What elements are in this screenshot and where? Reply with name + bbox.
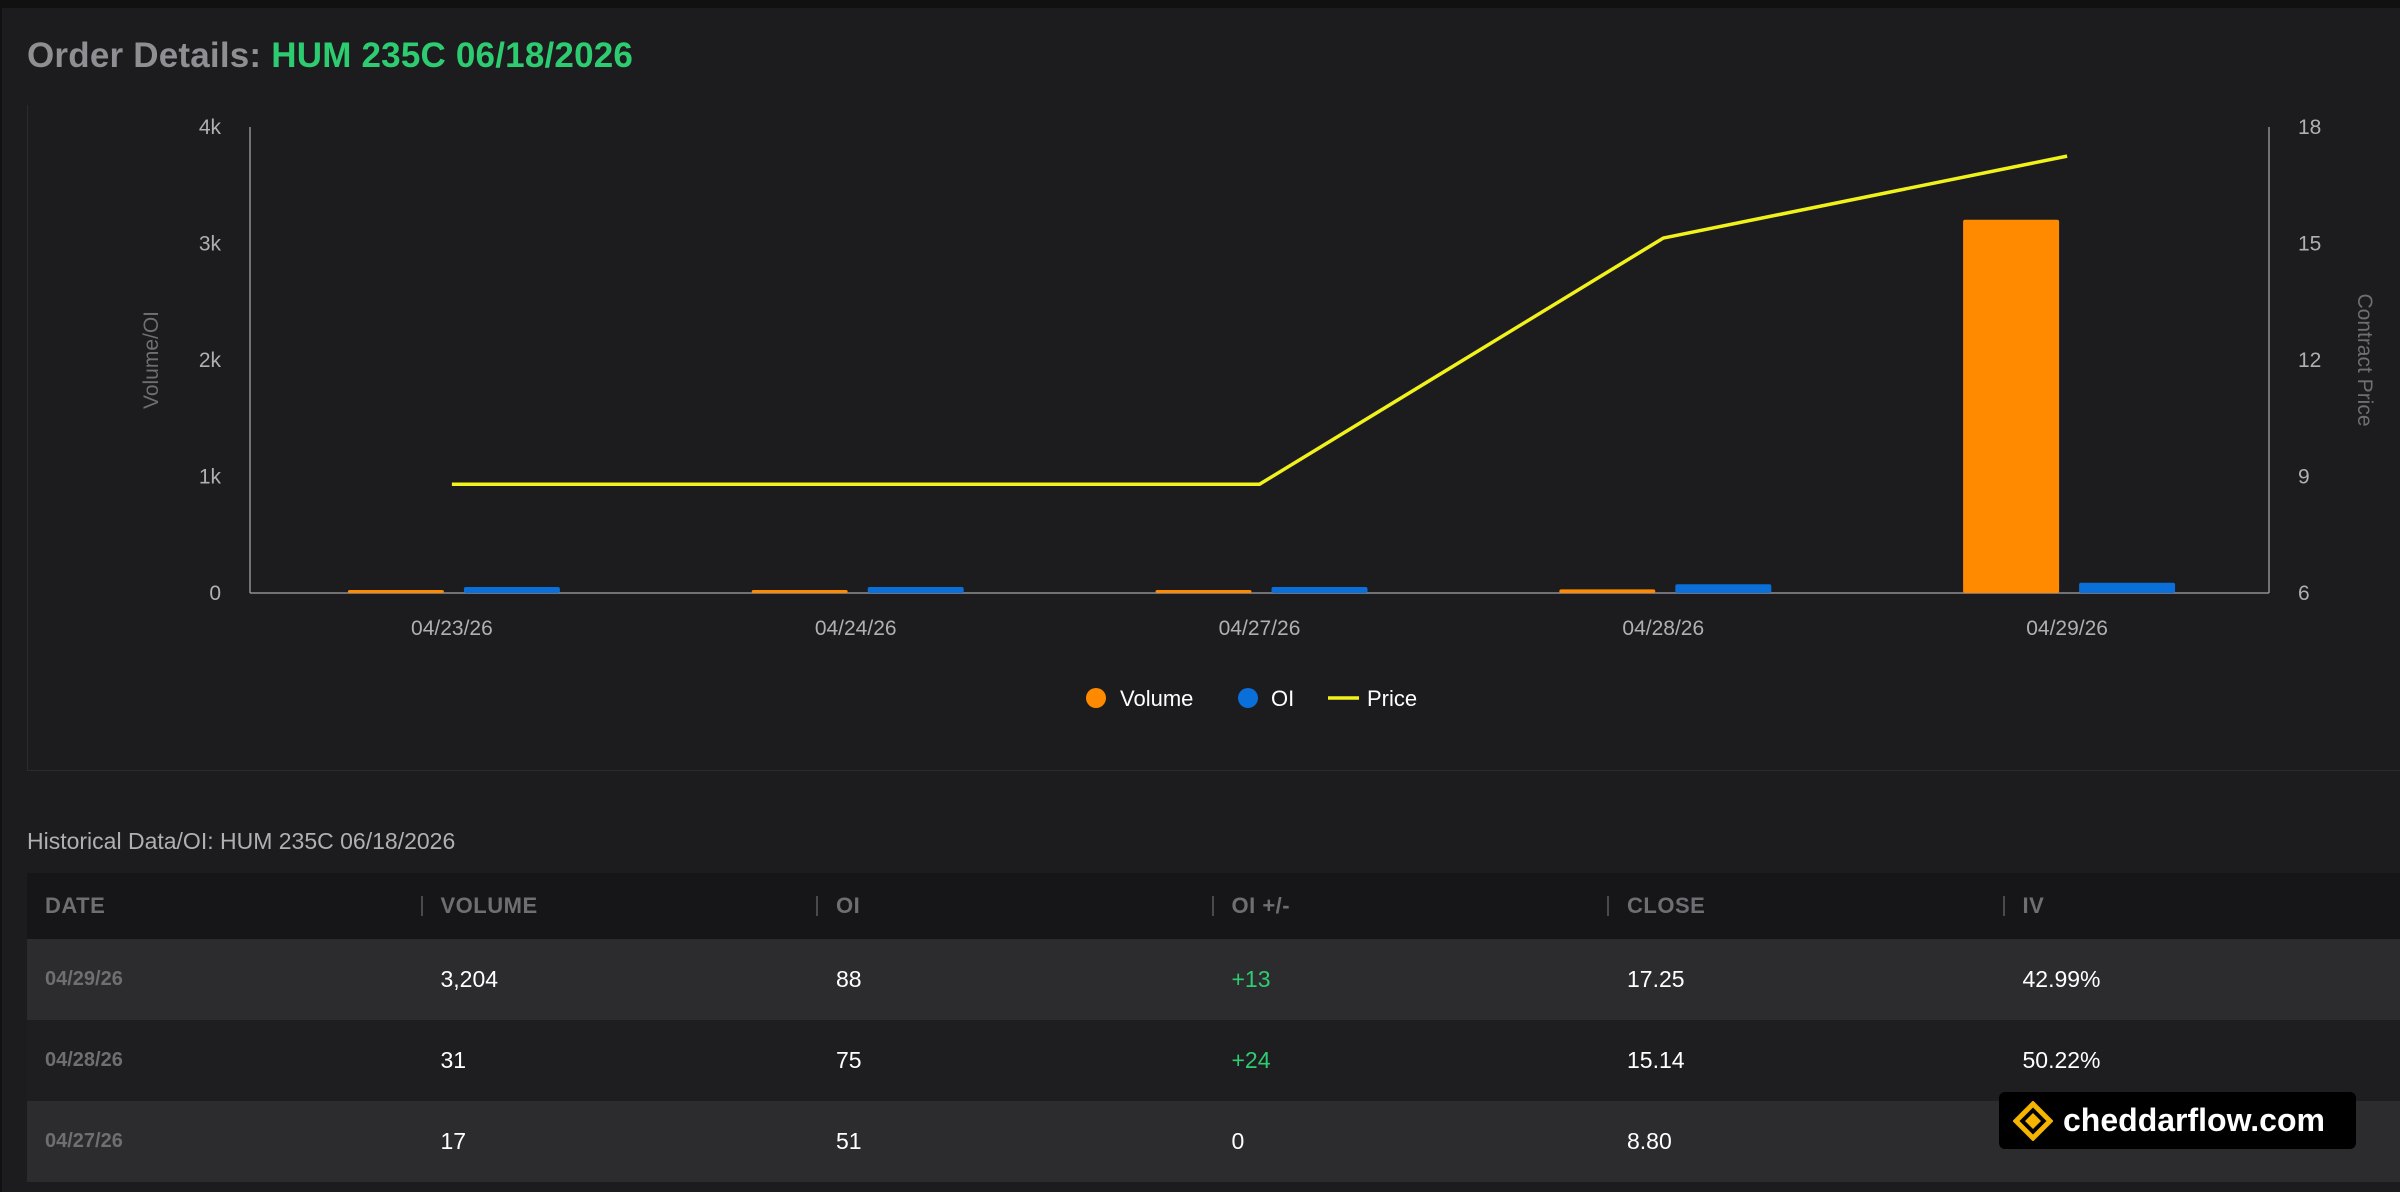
x-tick-label: 04/23/26 [411, 617, 493, 640]
y-tick-label: 2k [199, 349, 222, 372]
page-title-label: Order Details: [27, 36, 262, 75]
column-separator [1211, 896, 1214, 916]
legend-oi-marker [1238, 688, 1258, 708]
volume-bar [1559, 589, 1656, 593]
y-axis-title: Volume/OI [140, 311, 163, 409]
cell-volume: 31 [440, 1047, 467, 1073]
cell-oi: 51 [836, 1128, 862, 1154]
volume-bar [1963, 219, 2060, 593]
oi-bar [867, 587, 964, 593]
volume-bar [1155, 590, 1252, 593]
volume-bar [751, 590, 848, 593]
cell-oi: 75 [836, 1047, 862, 1073]
column-header-close[interactable]: CLOSE [1609, 893, 2005, 919]
page-title: Order Details: HUM 235C 06/18/2026 [27, 36, 633, 76]
oi-bar [2079, 582, 2176, 593]
y-tick-label: 0 [209, 582, 221, 605]
cell-date: 04/28/26 [45, 1049, 123, 1071]
x-tick-label: 04/27/26 [1219, 617, 1301, 640]
y-tick-label: 1k [199, 466, 222, 489]
column-separator [1607, 896, 1609, 916]
legend-oi-label: OI [1271, 686, 1294, 711]
x-tick-label: 04/24/26 [815, 617, 897, 640]
table-header: DATE VOLUME OI OI +/- CLOSE IV [27, 873, 2400, 939]
cell-close: 15.14 [1627, 1047, 1685, 1073]
cell-date: 04/27/26 [45, 1130, 123, 1152]
column-separator [420, 896, 423, 916]
column-separator [2002, 896, 2005, 916]
cell-volume: 17 [440, 1128, 467, 1154]
table-row[interactable]: 04/28/26 31 75 +24 15.14 50.22% [27, 1020, 2400, 1101]
cell-volume: 3,204 [440, 966, 499, 992]
contract-symbol: HUM 235C 06/18/2026 [271, 36, 634, 75]
oi-bar [463, 587, 560, 593]
historical-data-title: Historical Data/OI: HUM 235C 06/18/2026 [27, 828, 456, 854]
oi-bar [1675, 584, 1772, 593]
y2-tick-label: 18 [2298, 116, 2321, 139]
x-tick-label: 04/28/26 [1622, 617, 1704, 640]
column-separator [816, 896, 818, 916]
historical-data-table: DATE VOLUME OI OI +/- CLOSE IV 04/29/26 … [27, 873, 2400, 1182]
y2-tick-label: 9 [2298, 466, 2310, 489]
cell-date: 04/29/26 [45, 968, 123, 990]
y-tick-label: 4k [199, 116, 222, 139]
cheddarflow-icon [2013, 1100, 2053, 1141]
cell-iv: 50.22% [2022, 1047, 2101, 1073]
cell-oi-change: +24 [1231, 1047, 1271, 1073]
column-header-iv[interactable]: IV [2022, 893, 2045, 918]
cell-close: 17.25 [1627, 966, 1685, 992]
column-header-oi-change[interactable]: OI +/- [1214, 893, 1609, 919]
column-header-date[interactable]: DATE [27, 893, 423, 919]
price-line [451, 154, 2068, 487]
legend-volume-label: Volume [1120, 686, 1193, 711]
legend-volume-marker [1086, 688, 1106, 708]
y-tick-label: 3k [199, 233, 222, 256]
cell-oi-change: 0 [1231, 1128, 1245, 1154]
y2-tick-label: 12 [2298, 349, 2321, 372]
volume-bar [347, 590, 444, 593]
table-row[interactable]: 04/29/26 3,204 88 +13 17.25 42.99% [27, 939, 2400, 1020]
cell-iv: 42.99% [2022, 966, 2101, 992]
cell-oi: 88 [836, 966, 862, 992]
y2-tick-label: 6 [2298, 582, 2310, 605]
y2-tick-label: 15 [2298, 233, 2321, 256]
column-header-volume[interactable]: VOLUME [423, 893, 818, 919]
oi-bar [1271, 587, 1368, 593]
chart-panel: 0 1k 2k 3k 4k 6 9 12 15 18 Volume/OI Contract Price… [27, 105, 2400, 771]
volume-oi-price-chart: 0 1k 2k 3k 4k 6 9 12 15 18 Volume/OI Contract Price… [140, 116, 2376, 711]
x-tick-label: 04/29/26 [2026, 617, 2108, 640]
column-header-oi[interactable]: OI [818, 893, 1214, 919]
cheddarflow-logo[interactable]: cheddarflow.com [1999, 1092, 2356, 1149]
legend-price-label: Price [1367, 686, 1417, 711]
y2-axis-title: Contract Price [2353, 293, 2376, 426]
cell-close: 8.80 [1627, 1128, 1672, 1154]
cell-oi-change: +13 [1231, 966, 1271, 992]
brand-name: cheddarflow.com [2063, 1102, 2325, 1138]
